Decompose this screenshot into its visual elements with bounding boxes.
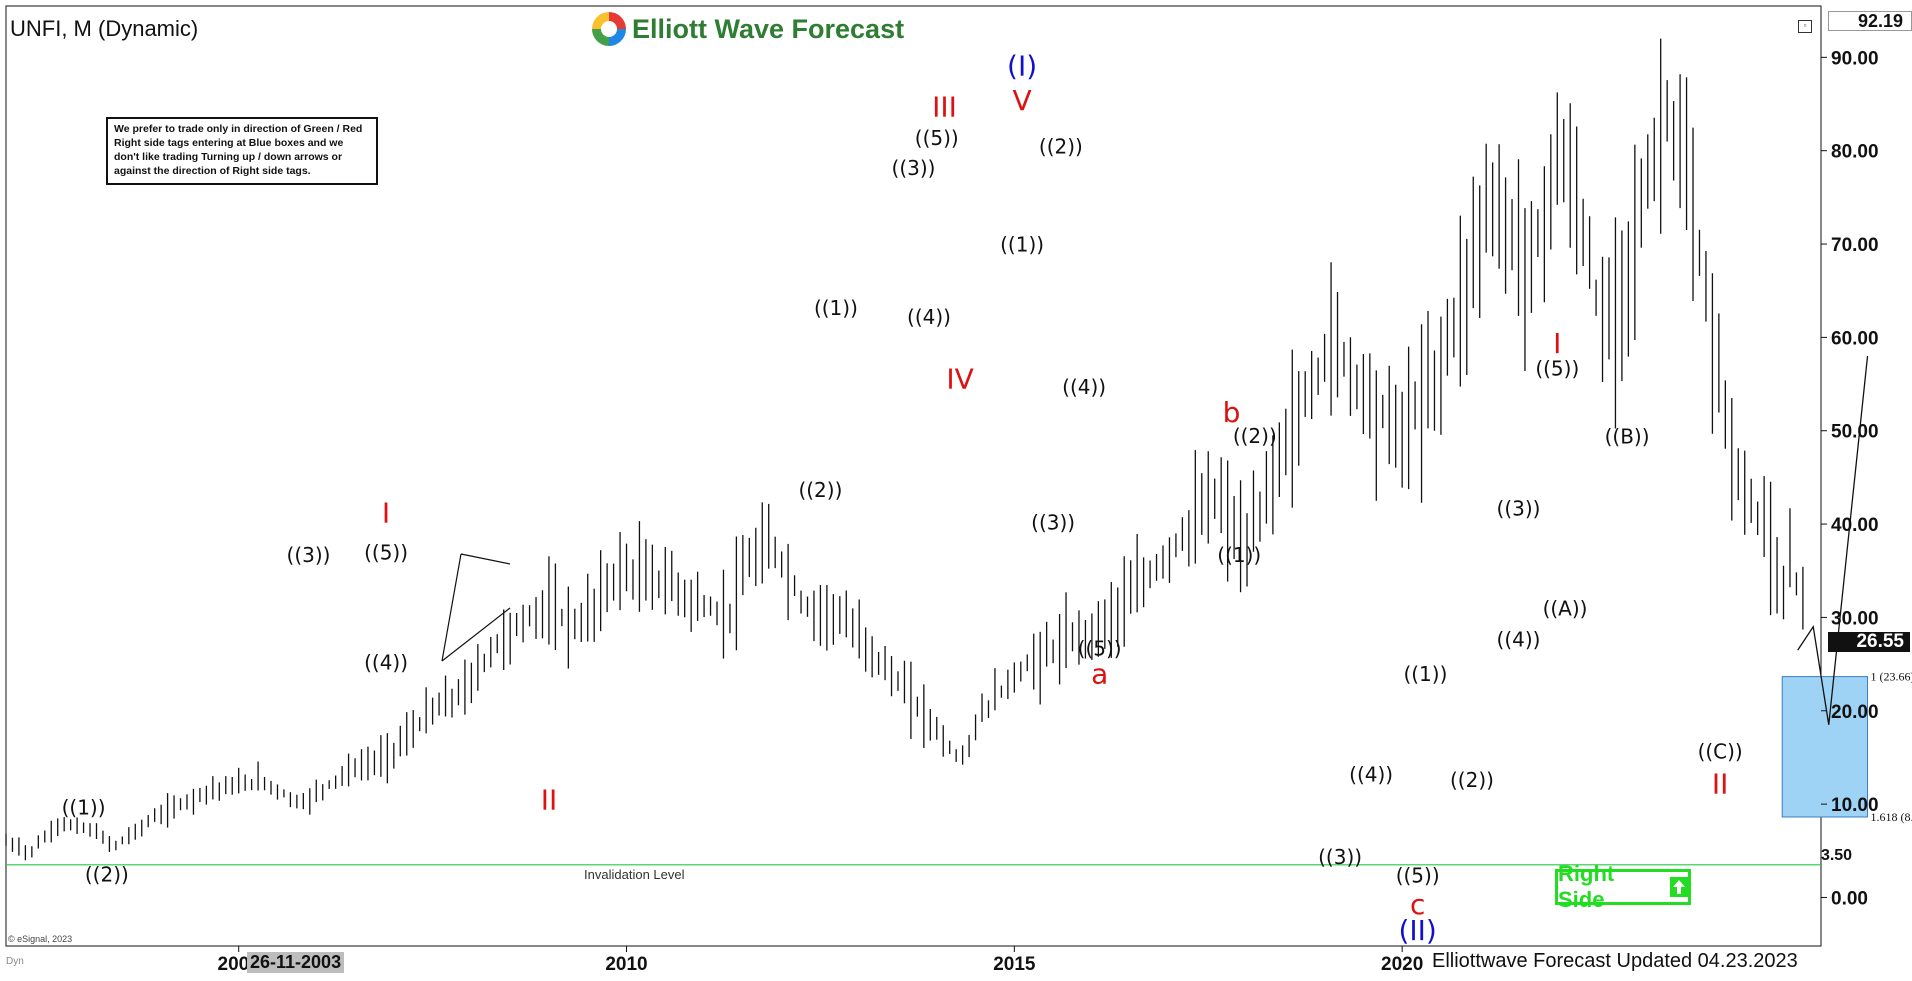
wave-label: ((3)) <box>1497 497 1541 521</box>
wave-label: ((C)) <box>1698 739 1743 763</box>
invalidation-level: Invalidation Level 3.50 <box>6 847 1852 882</box>
dyn-label: Dyn <box>6 956 24 967</box>
invalidation-label: Invalidation Level <box>584 867 685 882</box>
wave-label: ((B)) <box>1605 425 1650 449</box>
wave-label: V <box>1013 84 1032 117</box>
cursor-date-tag: 26-11-2003 <box>247 952 345 973</box>
x-tick-label: 2015 <box>993 954 1036 975</box>
projection-path <box>1797 355 1869 725</box>
wave-label: ((2)) <box>1233 424 1277 448</box>
x-tick-label: 2010 <box>605 954 647 975</box>
wave-label: ((2)) <box>798 478 842 502</box>
wave-label: ((2)) <box>1039 134 1083 158</box>
y-tick-label: 0.00 <box>1831 888 1868 909</box>
y-axis-ticks: 0.00 10.00 20.00 30.00 40.00 50.00 60.00 70.00 8… <box>1821 48 1879 909</box>
wave-label: ((1)) <box>1403 662 1447 686</box>
wave-label: ((4)) <box>907 305 951 329</box>
price-bars <box>5 38 1804 861</box>
symbol-title: UNFI, M (Dynamic) <box>10 16 199 41</box>
brand-logo: Elliott Wave Forecast <box>592 12 904 46</box>
right-side-tag: Right Side <box>1555 861 1691 912</box>
wave-label: ((3)) <box>287 543 331 567</box>
wave-label: ((A)) <box>1543 596 1588 620</box>
triangle-pattern <box>441 553 511 662</box>
wave-label: ((5)) <box>1535 357 1579 381</box>
top-price-tag: 92.19 <box>1828 11 1912 31</box>
last-price-tag: 26.55 <box>1828 632 1910 652</box>
wave-label: ((3)) <box>892 156 936 180</box>
y-tick-label: 30.00 <box>1831 608 1879 629</box>
projection-line <box>1797 355 1869 725</box>
esignal-credit: © eSignal, 2023 <box>8 934 73 944</box>
y-tick-label: 80.00 <box>1831 142 1879 163</box>
wave-label: ((5)) <box>364 540 408 564</box>
wave-label: (I) <box>1007 50 1037 83</box>
wave-label: ((1)) <box>1000 232 1044 256</box>
wave-label: ((2)) <box>85 862 129 886</box>
up-arrow-icon <box>1670 877 1688 897</box>
invalidation-value: 3.50 <box>1821 847 1852 864</box>
wave-label: ((1)) <box>62 795 106 819</box>
wave-label: ((5)) <box>1396 863 1440 887</box>
wave-label: ((4)) <box>364 651 408 675</box>
wave-label: IV <box>946 362 973 395</box>
wave-label: ((2)) <box>1450 768 1494 792</box>
y-tick-label: 50.00 <box>1831 422 1879 443</box>
y-tick-label: 40.00 <box>1831 515 1879 536</box>
wave-label: ((5)) <box>1078 637 1122 661</box>
y-tick-label: 90.00 <box>1831 48 1879 69</box>
logo-text: Elliott Wave Forecast <box>632 13 905 44</box>
wave-labels: ((1))((2))((3))I((5))((4))II((1))((2))((… <box>62 50 1743 947</box>
wave-label: a <box>1091 657 1108 690</box>
wave-label: ((5)) <box>915 126 959 150</box>
wave-label: c <box>1410 888 1425 921</box>
wave-label: I <box>1553 327 1561 360</box>
wave-label: (II) <box>1398 914 1436 947</box>
updated-footer: Elliottwave Forecast Updated 04.23.2023 <box>1432 950 1798 973</box>
wave-label: ((4)) <box>1062 375 1106 399</box>
window-restore-icon[interactable]: ▫ <box>1798 20 1812 33</box>
wave-label: b <box>1223 396 1241 429</box>
wave-label: ((1)) <box>814 296 858 320</box>
x-tick-label: 2020 <box>1381 954 1423 975</box>
wave-label: II <box>541 783 558 816</box>
wave-label: ((4)) <box>1497 627 1541 651</box>
wave-label: III <box>932 91 957 124</box>
target-box-top-label: 1 (23.66) <box>1871 670 1912 684</box>
y-tick-label: 10.00 <box>1831 795 1879 816</box>
trading-notice: We prefer to trade only in direction of … <box>106 117 378 185</box>
wave-label: ((3)) <box>1031 511 1075 535</box>
y-tick-label: 20.00 <box>1831 702 1879 723</box>
wave-label: ((1)) <box>1217 543 1261 567</box>
y-tick-label: 70.00 <box>1831 235 1879 256</box>
y-tick-label: 60.00 <box>1831 328 1879 349</box>
wave-label: I <box>382 497 390 530</box>
wave-label: II <box>1712 767 1729 800</box>
target-box-bottom-label: 1.618 (8.62) <box>1871 810 1912 824</box>
x-axis-ticks: 2005 2010 2015 2020 <box>218 946 1423 975</box>
wave-label: ((3)) <box>1318 845 1362 869</box>
right-side-label: Right Side <box>1558 861 1615 912</box>
logo-icon <box>592 12 626 46</box>
wave-label: ((4)) <box>1349 763 1393 787</box>
